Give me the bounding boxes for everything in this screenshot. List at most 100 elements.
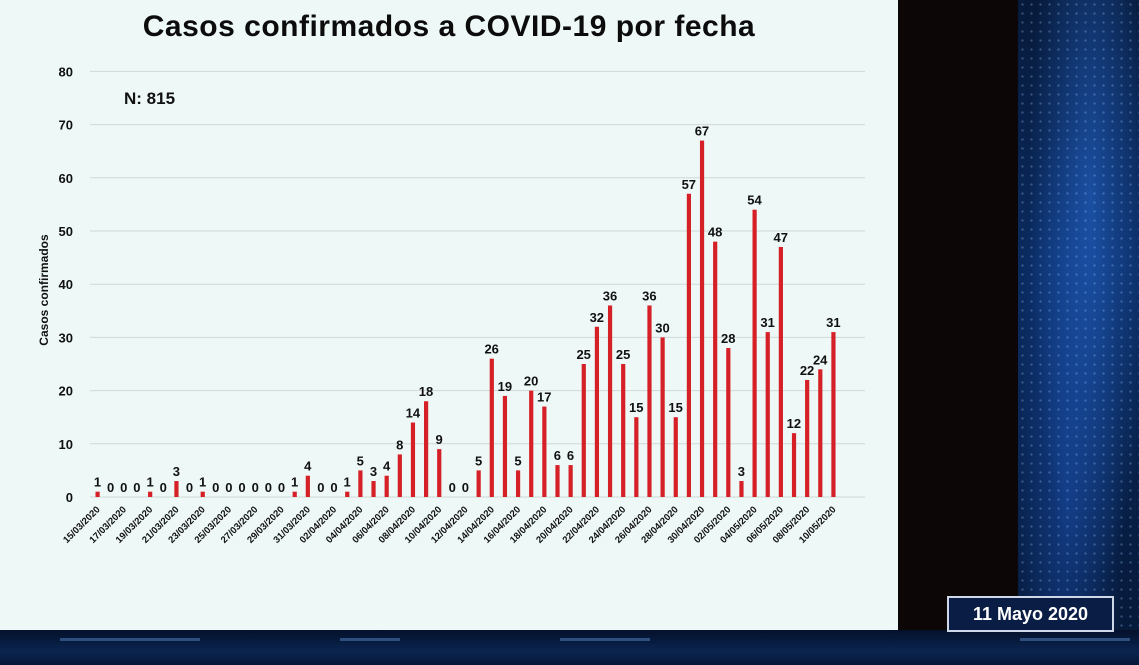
bar	[805, 379, 810, 497]
bar	[489, 358, 494, 497]
value-label: 15	[668, 400, 682, 415]
bar	[437, 449, 442, 497]
value-label: 28	[721, 331, 735, 346]
value-label: 24	[813, 352, 828, 367]
value-label: 0	[120, 480, 127, 495]
y-tick-label: 0	[66, 490, 73, 505]
value-label: 0	[133, 480, 140, 495]
value-label: 31	[826, 315, 840, 330]
value-label: 6	[567, 448, 574, 463]
background-graphic	[1018, 0, 1139, 665]
value-label: 1	[146, 475, 153, 490]
value-label: 12	[787, 416, 801, 431]
bar	[292, 491, 297, 497]
bar	[647, 305, 652, 497]
value-label: 5	[357, 453, 364, 468]
y-tick-labels: 0 10 20 30 40 50 60 70 80	[59, 64, 73, 505]
value-label: 1	[344, 475, 351, 490]
bar	[397, 454, 402, 497]
bar	[765, 332, 770, 497]
y-tick-label: 80	[59, 64, 73, 79]
y-tick-label: 70	[59, 118, 73, 133]
value-label: 25	[616, 347, 630, 362]
value-label: 30	[655, 320, 669, 335]
bar	[621, 364, 626, 497]
value-label: 14	[406, 406, 421, 421]
bottom-bar	[0, 630, 1139, 665]
value-label: 0	[278, 480, 285, 495]
bar	[594, 326, 600, 497]
value-label: 22	[800, 363, 814, 378]
y-tick-label: 20	[59, 384, 73, 399]
value-label: 25	[576, 347, 590, 362]
bars	[95, 140, 836, 497]
bar	[739, 481, 744, 497]
bar	[713, 241, 718, 497]
value-label: 0	[462, 480, 469, 495]
value-label: 0	[449, 480, 456, 495]
bar	[384, 475, 389, 497]
dark-panel	[898, 0, 1018, 630]
value-label: 47	[774, 230, 788, 245]
date-badge: 11 Mayo 2020	[947, 596, 1114, 632]
bar	[818, 369, 823, 497]
value-label: 57	[682, 177, 696, 192]
value-label: 8	[396, 437, 403, 452]
value-label: 20	[524, 374, 538, 389]
chart-slide: Casos confirmados a COVID-19 por fecha N…	[0, 0, 898, 630]
chart-title: Casos confirmados a COVID-19 por fecha	[142, 10, 756, 43]
value-label: 0	[107, 480, 114, 495]
bar	[581, 364, 586, 497]
y-tick-label: 40	[59, 277, 73, 292]
y-tick-label: 60	[59, 171, 73, 186]
bar	[345, 491, 350, 497]
value-label: 3	[738, 464, 745, 479]
value-label: 48	[708, 225, 722, 240]
bar	[200, 491, 205, 497]
bar	[542, 406, 547, 497]
value-label: 32	[590, 310, 604, 325]
bar	[634, 417, 639, 497]
bar	[778, 246, 783, 497]
value-label: 15	[629, 400, 643, 415]
bar	[555, 465, 560, 497]
bar	[791, 433, 797, 497]
value-label: 0	[186, 480, 193, 495]
bar	[371, 481, 376, 497]
value-label: 4	[304, 459, 312, 474]
value-label: 19	[498, 379, 512, 394]
bar	[673, 417, 678, 497]
value-label: 5	[514, 453, 521, 468]
bar	[148, 491, 153, 497]
bar	[502, 395, 508, 497]
value-label: 0	[317, 480, 324, 495]
bar	[476, 470, 481, 497]
value-label: 0	[225, 480, 232, 495]
grid-lines	[90, 70, 865, 498]
value-label: 6	[554, 448, 561, 463]
value-label: 0	[160, 480, 167, 495]
value-label: 36	[603, 288, 617, 303]
value-label: 4	[383, 459, 391, 474]
bar	[726, 348, 731, 497]
bar	[607, 305, 613, 497]
value-label: 0	[238, 480, 245, 495]
y-tick-label: 30	[59, 330, 73, 345]
value-label: 26	[484, 342, 498, 357]
sample-size-label: N: 815	[124, 89, 176, 108]
value-label: 1	[291, 475, 298, 490]
y-tick-label: 10	[59, 437, 73, 452]
value-label: 31	[760, 315, 774, 330]
bar	[529, 390, 534, 497]
bar	[686, 193, 691, 497]
value-label: 0	[212, 480, 219, 495]
value-label: 67	[695, 124, 709, 139]
value-label: 18	[419, 384, 433, 399]
y-tick-label: 50	[59, 224, 73, 239]
bar	[699, 140, 705, 497]
value-label: 1	[199, 475, 206, 490]
bar	[568, 465, 573, 497]
bar	[358, 470, 363, 497]
bar	[305, 475, 310, 497]
